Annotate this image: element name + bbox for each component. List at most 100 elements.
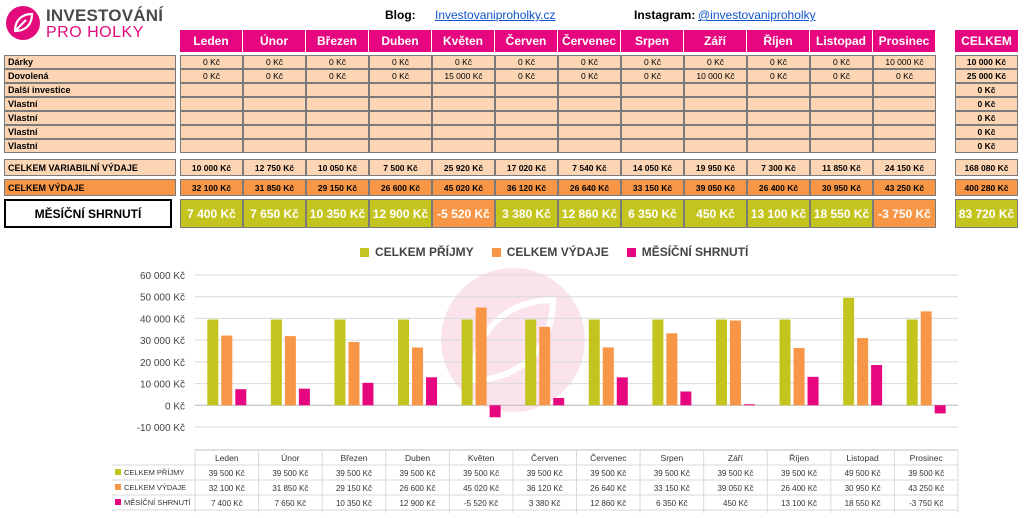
table-cell[interactable] — [306, 83, 369, 97]
table-cell[interactable] — [306, 139, 369, 153]
table-cell[interactable] — [558, 111, 621, 125]
table-cell[interactable] — [558, 97, 621, 111]
table-cell[interactable] — [621, 111, 684, 125]
row-label[interactable]: Dovolená — [4, 69, 176, 83]
table-cell[interactable] — [873, 125, 936, 139]
table-cell[interactable]: 0 Kč — [747, 55, 810, 69]
table-cell[interactable]: 0 Kč — [684, 55, 747, 69]
table-cell[interactable] — [810, 97, 873, 111]
table-cell[interactable] — [747, 125, 810, 139]
table-cell[interactable] — [747, 97, 810, 111]
table-cell[interactable]: 0 Kč — [180, 69, 243, 83]
table-cell[interactable] — [243, 97, 306, 111]
table-cell[interactable] — [180, 125, 243, 139]
table-cell[interactable]: 10 000 Kč — [684, 69, 747, 83]
blog-link-wrap[interactable]: Investovaniproholky.cz — [435, 8, 556, 22]
table-series-label: MĚSÍČNÍ SHRNUTÍ — [124, 498, 192, 507]
table-cell[interactable] — [495, 111, 558, 125]
table-cell[interactable] — [306, 125, 369, 139]
table-cell[interactable] — [621, 97, 684, 111]
row-label[interactable]: Další investice — [4, 83, 176, 97]
table-cell[interactable]: 0 Kč — [243, 69, 306, 83]
table-cell[interactable] — [810, 139, 873, 153]
table-cell[interactable]: 0 Kč — [621, 55, 684, 69]
table-cell[interactable] — [432, 111, 495, 125]
table-cell[interactable]: 0 Kč — [306, 69, 369, 83]
table-cell[interactable] — [810, 111, 873, 125]
table-cell[interactable]: 10 000 Kč — [873, 55, 936, 69]
table-cell[interactable]: 0 Kč — [306, 55, 369, 69]
table-cell[interactable]: 0 Kč — [369, 69, 432, 83]
table-cell[interactable] — [621, 83, 684, 97]
category-label: Březen — [340, 453, 367, 463]
table-cell[interactable] — [873, 97, 936, 111]
table-cell[interactable]: 0 Kč — [810, 69, 873, 83]
table-cell[interactable]: 0 Kč — [243, 55, 306, 69]
table-cell[interactable] — [432, 125, 495, 139]
table-cell[interactable] — [558, 139, 621, 153]
table-cell[interactable] — [369, 83, 432, 97]
table-cell[interactable] — [432, 97, 495, 111]
table-cell[interactable] — [369, 97, 432, 111]
row-label[interactable]: Vlastní — [4, 139, 176, 153]
table-cell[interactable] — [558, 83, 621, 97]
table-cell[interactable] — [684, 125, 747, 139]
table-cell[interactable] — [180, 83, 243, 97]
table-cell[interactable] — [810, 125, 873, 139]
table-cell[interactable] — [684, 97, 747, 111]
table-cell[interactable]: 0 Kč — [180, 55, 243, 69]
table-cell[interactable] — [432, 83, 495, 97]
table-cell[interactable] — [747, 111, 810, 125]
table-cell[interactable] — [747, 83, 810, 97]
instagram-link[interactable]: @investovaniproholky — [698, 8, 816, 22]
table-cell[interactable] — [180, 97, 243, 111]
table-cell[interactable] — [873, 139, 936, 153]
row-label[interactable]: Vlastní — [4, 125, 176, 139]
row-label[interactable]: Vlastní — [4, 97, 176, 111]
table-cell[interactable] — [495, 97, 558, 111]
table-cell[interactable] — [684, 83, 747, 97]
table-cell[interactable] — [873, 111, 936, 125]
table-cell[interactable] — [243, 111, 306, 125]
table-cell[interactable]: 0 Kč — [495, 55, 558, 69]
row-label[interactable]: Dárky — [4, 55, 176, 69]
table-cell[interactable] — [495, 83, 558, 97]
table-cell[interactable] — [243, 125, 306, 139]
blog-link[interactable]: Investovaniproholky.cz — [435, 8, 556, 22]
table-cell[interactable] — [243, 83, 306, 97]
table-cell[interactable] — [180, 111, 243, 125]
table-cell[interactable] — [684, 139, 747, 153]
table-cell[interactable]: 0 Kč — [873, 69, 936, 83]
table-cell[interactable] — [369, 139, 432, 153]
table-cell[interactable] — [306, 111, 369, 125]
table-cell[interactable]: 0 Kč — [432, 55, 495, 69]
table-cell[interactable] — [873, 83, 936, 97]
table-cell[interactable] — [495, 139, 558, 153]
table-cell[interactable] — [747, 139, 810, 153]
data-label: 26 640 Kč — [590, 484, 626, 493]
table-cell[interactable]: 0 Kč — [810, 55, 873, 69]
table-cell[interactable] — [369, 125, 432, 139]
summary-row-label[interactable]: MĚSÍČNÍ SHRNUTÍ — [4, 199, 172, 228]
table-cell[interactable]: 0 Kč — [369, 55, 432, 69]
table-cell[interactable]: 0 Kč — [558, 55, 621, 69]
table-cell[interactable] — [306, 97, 369, 111]
table-cell[interactable]: 0 Kč — [621, 69, 684, 83]
y-tick-label: 20 000 Kč — [140, 358, 185, 369]
table-cell[interactable] — [621, 139, 684, 153]
table-cell[interactable]: 0 Kč — [495, 69, 558, 83]
table-cell[interactable] — [810, 83, 873, 97]
row-label[interactable]: Vlastní — [4, 111, 176, 125]
table-cell[interactable] — [495, 125, 558, 139]
table-cell[interactable] — [558, 125, 621, 139]
table-cell[interactable] — [243, 139, 306, 153]
instagram-link-wrap[interactable]: @investovaniproholky — [698, 8, 816, 22]
table-cell[interactable]: 15 000 Kč — [432, 69, 495, 83]
table-cell[interactable] — [369, 111, 432, 125]
table-cell[interactable] — [684, 111, 747, 125]
table-cell[interactable] — [432, 139, 495, 153]
table-cell[interactable] — [621, 125, 684, 139]
table-cell[interactable] — [180, 139, 243, 153]
table-cell[interactable]: 0 Kč — [747, 69, 810, 83]
table-cell[interactable]: 0 Kč — [558, 69, 621, 83]
